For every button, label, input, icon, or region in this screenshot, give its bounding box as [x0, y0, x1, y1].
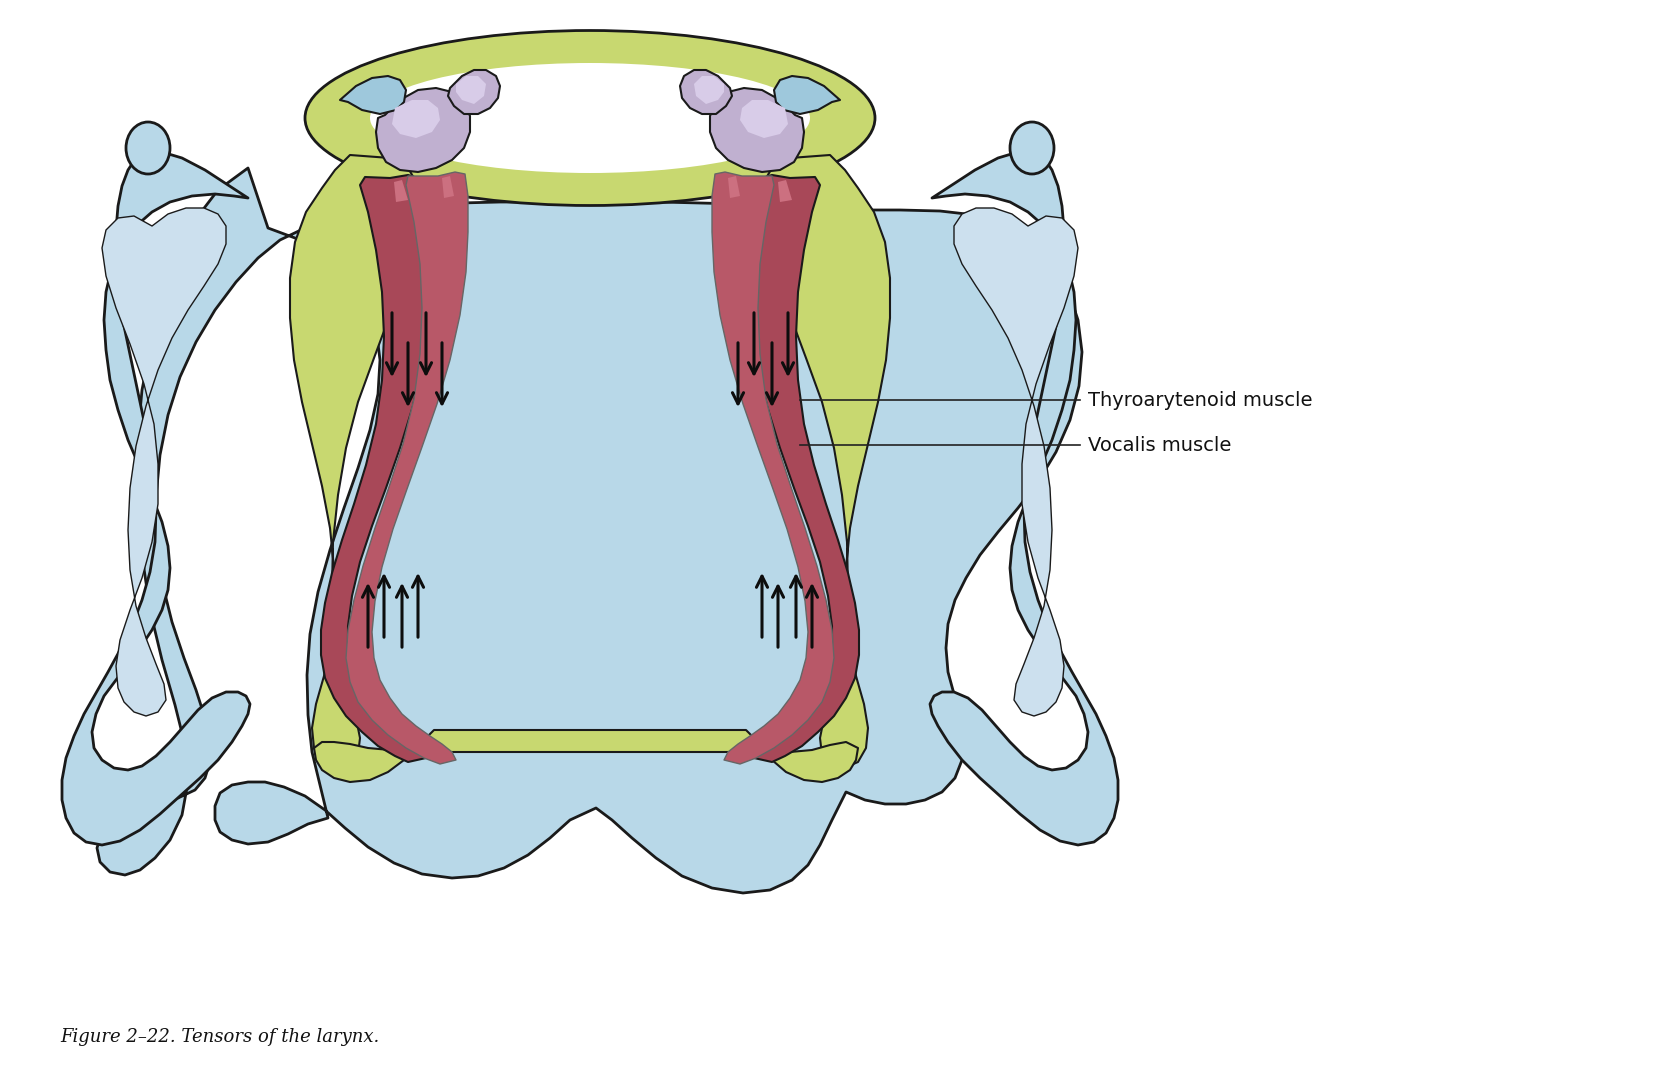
Polygon shape — [97, 168, 1082, 893]
Polygon shape — [778, 180, 792, 202]
Polygon shape — [340, 76, 406, 114]
Polygon shape — [728, 175, 740, 198]
Polygon shape — [760, 155, 890, 768]
Polygon shape — [709, 88, 803, 172]
Ellipse shape — [305, 31, 875, 205]
Text: Vocalis muscle: Vocalis muscle — [1088, 435, 1231, 455]
Polygon shape — [314, 730, 859, 782]
Polygon shape — [740, 100, 788, 138]
Text: Thyroarytenoid muscle: Thyroarytenoid muscle — [1088, 391, 1313, 410]
Polygon shape — [392, 100, 439, 138]
Text: Figure 2–22. Tensors of the larynx.: Figure 2–22. Tensors of the larynx. — [60, 1028, 379, 1046]
Polygon shape — [694, 76, 724, 104]
Polygon shape — [345, 172, 468, 764]
Polygon shape — [443, 175, 454, 198]
Polygon shape — [102, 208, 226, 716]
Polygon shape — [394, 180, 408, 202]
Polygon shape — [750, 175, 859, 762]
Ellipse shape — [126, 122, 169, 174]
Polygon shape — [448, 70, 500, 114]
Polygon shape — [954, 208, 1078, 716]
Polygon shape — [290, 155, 419, 768]
Ellipse shape — [371, 63, 810, 173]
Polygon shape — [376, 88, 470, 172]
Polygon shape — [931, 152, 1119, 845]
Polygon shape — [456, 76, 486, 104]
Ellipse shape — [1010, 122, 1055, 174]
Polygon shape — [713, 172, 833, 764]
Polygon shape — [320, 175, 429, 762]
Polygon shape — [679, 70, 731, 114]
Polygon shape — [775, 76, 840, 114]
Polygon shape — [62, 152, 250, 845]
